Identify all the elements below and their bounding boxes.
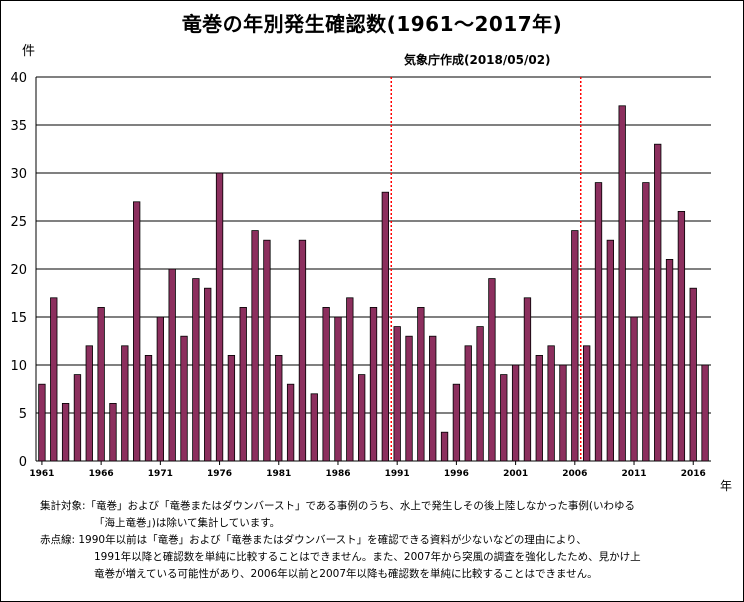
x-tick-label: 2006 <box>562 469 587 479</box>
y-tick-label: 10 <box>10 359 27 374</box>
bar <box>358 374 366 462</box>
bar <box>298 239 307 462</box>
note-line-4: 1991年以降と確認数を単純に比較することはできません。また、2007年から突風… <box>94 551 641 563</box>
bar <box>654 143 662 462</box>
bar <box>73 374 82 462</box>
bar <box>156 316 164 462</box>
bar <box>393 326 401 462</box>
bar <box>618 105 626 462</box>
notes: 集計対象:「竜巻」および「竜巻またはダウンバースト」である事例のうち、水上で発生… <box>40 498 641 583</box>
y-tick-label: 20 <box>10 263 27 278</box>
bar <box>286 383 295 462</box>
bar <box>38 383 46 462</box>
bar <box>488 278 496 462</box>
y-tick-label: 30 <box>10 167 27 182</box>
x-axis-unit: 年 <box>720 479 733 493</box>
chart-title: 竜巻の年別発生確認数(1961～2017年) <box>181 12 563 36</box>
x-tick-label: 1986 <box>325 469 350 479</box>
y-tick-label: 25 <box>10 215 27 230</box>
bar <box>144 354 153 462</box>
y-tick-label: 0 <box>19 455 27 470</box>
bar <box>535 354 543 462</box>
y-axis-unit: 件 <box>22 44 36 59</box>
bar <box>523 297 532 462</box>
bar <box>204 287 212 462</box>
bar <box>192 278 200 462</box>
bar <box>476 326 484 462</box>
bar <box>180 335 188 462</box>
x-tick-label: 2001 <box>503 469 528 479</box>
bar <box>677 210 686 462</box>
y-tick-label: 35 <box>10 119 27 134</box>
bar <box>630 316 638 462</box>
bar <box>168 268 176 462</box>
bar <box>665 258 674 462</box>
bar <box>109 402 117 462</box>
bar-chart: 0 5 10 15 20 25 30 35 40 1961 1966 1971 1976 1981 1986… <box>10 71 711 479</box>
bar <box>334 316 342 462</box>
bar <box>452 383 461 462</box>
bar <box>381 191 389 462</box>
x-tick-label: 1991 <box>385 469 410 479</box>
note-line-5: 竜巻が増えている可能性があり、2006年以前と2007年以降も確認数を単純に比較… <box>94 568 598 580</box>
bar <box>547 345 555 462</box>
bar <box>50 297 58 462</box>
x-tick-label: 1996 <box>444 469 469 479</box>
bar <box>85 345 93 462</box>
bar <box>61 402 70 462</box>
bar <box>571 230 579 462</box>
bar <box>417 306 425 462</box>
bar <box>642 182 650 462</box>
bar <box>606 239 614 462</box>
bar <box>500 374 508 462</box>
bar <box>405 335 413 462</box>
x-tick-label: 1971 <box>148 469 173 479</box>
bar <box>121 345 129 462</box>
bar <box>594 182 603 462</box>
x-tick-label: 2016 <box>681 469 706 479</box>
y-tick-label: 5 <box>19 407 27 422</box>
bar <box>440 431 449 462</box>
bar <box>559 364 567 462</box>
bar <box>239 306 247 462</box>
bar <box>215 172 224 462</box>
bar <box>701 364 709 462</box>
bar <box>511 364 520 462</box>
y-tick-label: 40 <box>10 71 27 86</box>
bar <box>322 306 330 462</box>
x-tick-label: 1961 <box>29 469 54 479</box>
bar <box>263 239 271 462</box>
bar <box>310 393 318 462</box>
bar <box>251 230 259 462</box>
note-line-3: 赤点線: 1990年以前は「竜巻」および「竜巻またはダウンバースト」を確認できる… <box>40 534 587 546</box>
bar <box>689 287 697 462</box>
bar <box>369 306 378 462</box>
chart-source: 気象庁作成(2018/05/02) <box>404 53 551 67</box>
bar <box>583 345 591 462</box>
note-line-2: 「海上竜巻」)は除いて集計しています。 <box>94 517 281 529</box>
bar <box>275 354 283 462</box>
bar <box>346 297 354 462</box>
x-tick-label: 1966 <box>89 469 114 479</box>
bar <box>464 345 472 462</box>
bar <box>133 201 141 462</box>
note-line-1: 集計対象:「竜巻」および「竜巻またはダウンバースト」である事例のうち、水上で発生… <box>40 500 636 512</box>
bar <box>429 335 437 462</box>
bar <box>227 354 236 462</box>
x-tick-label: 1981 <box>266 469 291 479</box>
x-tick-label: 1976 <box>207 469 232 479</box>
y-tick-label: 15 <box>10 311 27 326</box>
bar <box>97 306 105 462</box>
x-tick-label: 2011 <box>621 469 646 479</box>
